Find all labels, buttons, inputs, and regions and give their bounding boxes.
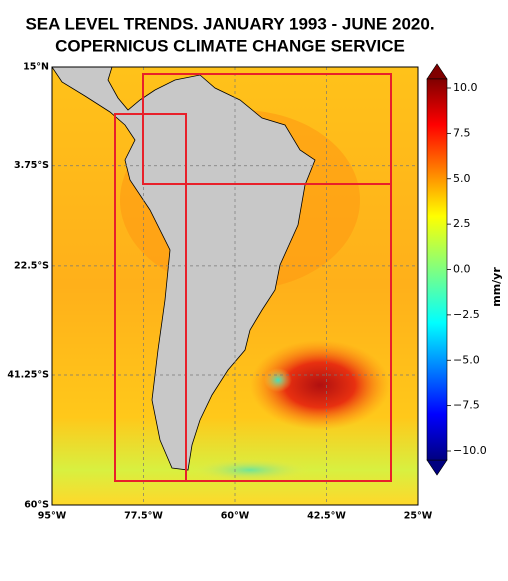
colorbar-extend [426,459,448,476]
title-line: SEA LEVEL TRENDS. JANUARY 1993 - JUNE 20… [25,14,434,33]
region-boxes [114,73,392,482]
sea-anomaly [190,458,310,482]
land [52,67,316,471]
lon-tick-label: 60°W [221,511,250,522]
colorbar-scale [426,78,448,461]
colorbar-tick-label: −10.0 [453,444,487,457]
sea-anomaly [250,340,390,430]
colorbar-tick-label: 0.0 [453,263,471,276]
lat-tick-label: 3.75°S [14,160,49,171]
colorbar-label: mm/yr [490,267,503,307]
title-line: COPERNICUS CLIMATE CHANGE SERVICE [55,36,405,55]
lon-tick-label: 77.5°W [124,511,163,522]
grid [52,67,418,505]
map-area [52,67,418,505]
colorbar-tick-label: −2.5 [453,308,480,321]
region-box [185,183,392,482]
lat-tick-label: 41.25°S [7,370,49,381]
lon-tick-label: 95°W [38,511,67,522]
colorbar-tick-label: 5.0 [453,172,471,185]
lon-tick-label: 42.5°W [307,511,346,522]
lon-tick-label: 25°W [404,511,433,522]
colorbar-tick-label: 10.0 [453,81,478,94]
sea-anomaly [264,368,292,392]
lat-tick-label: 22.5°S [14,260,49,271]
colorbar-tick-label: 7.5 [453,126,471,139]
colorbar: 10.0 7.5 5.0 2.5 0.0 −2.5 −5.0 −7.5 −10.0 [426,63,487,476]
lat-tick-label: 60°S [24,500,49,511]
map-frame [51,66,419,506]
lat-tick-label: 15°N [23,62,49,73]
colorbar-tick-label: 2.5 [453,217,471,230]
colorbar-tick-label: −7.5 [453,399,480,412]
colorbar-extend [426,63,448,80]
colorbar-tick-label: −5.0 [453,353,480,366]
